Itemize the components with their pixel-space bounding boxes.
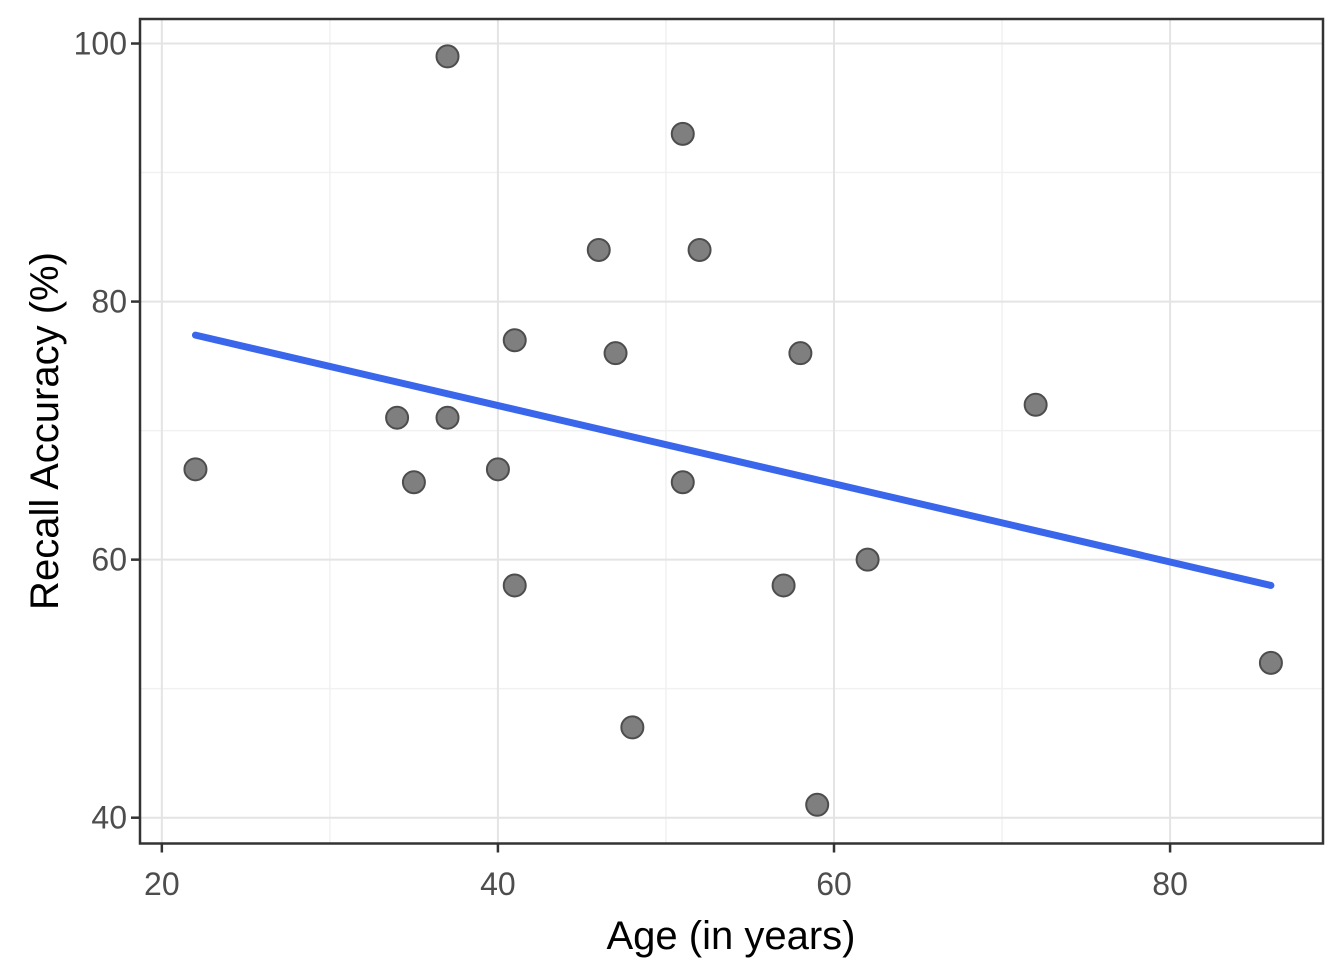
x-tick-label: 80 [1152, 866, 1188, 902]
x-tick-label: 20 [144, 866, 180, 902]
x-axis-title: Age (in years) [607, 914, 856, 958]
panel-border [138, 17, 1325, 845]
data-point [435, 405, 460, 430]
data-point [788, 341, 813, 366]
plot-layer: 20 40 60 80 40 60 80 100 [74, 17, 1325, 902]
data-point [805, 792, 830, 817]
data-point [771, 573, 796, 598]
data-point [670, 470, 695, 495]
data-point [401, 470, 426, 495]
data-point [586, 237, 611, 262]
data-point [502, 573, 527, 598]
y-axis-title: Recall Accuracy (%) [23, 252, 67, 610]
x-tick-label: 40 [480, 866, 516, 902]
data-point [435, 44, 460, 69]
data-point [1023, 392, 1048, 417]
data-point [687, 237, 712, 262]
data-point [385, 405, 410, 430]
x-tick-label: 60 [816, 866, 852, 902]
data-point [183, 457, 208, 482]
y-tick-label: 60 [91, 542, 127, 578]
y-tick-label: 100 [74, 26, 127, 62]
y-tick-label: 80 [91, 284, 127, 320]
data-point [603, 341, 628, 366]
data-point [485, 457, 510, 482]
data-point [855, 547, 880, 572]
y-tick-label: 40 [91, 800, 127, 836]
data-point [620, 715, 645, 740]
data-point [670, 121, 695, 146]
data-point [1258, 650, 1283, 675]
trend-line [191, 331, 1275, 589]
data-point [502, 328, 527, 353]
